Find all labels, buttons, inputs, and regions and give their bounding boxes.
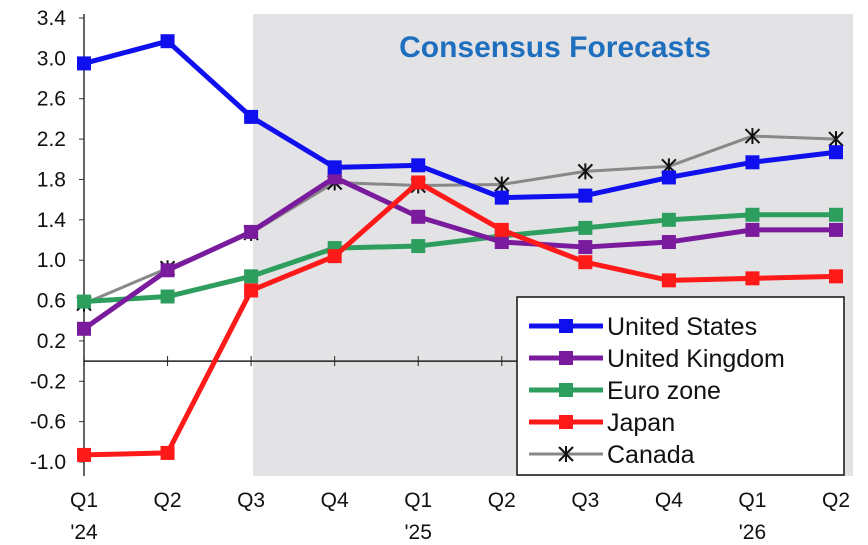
data-point [244,109,259,124]
data-point [578,188,593,203]
legend-label: Euro zone [607,377,721,405]
data-point [77,321,91,336]
x-tick-label: Q1 [738,489,766,512]
x-year-label: '24 [70,521,98,544]
x-tick-label: Q3 [571,489,599,512]
y-tick-label: 1.0 [37,249,66,272]
data-point [244,269,259,284]
data-point [160,263,175,278]
data-point [160,34,175,49]
data-point [829,207,843,222]
legend-item: Canada [529,441,695,469]
data-point [559,319,573,333]
data-point [77,447,91,462]
legend-label: United Kingdom [607,345,785,373]
x-tick-label: Q4 [321,489,349,512]
data-point [578,220,593,235]
legend-item: Euro zone [529,377,721,405]
data-point [494,222,509,237]
data-point [494,190,509,205]
data-point [829,269,843,284]
x-year-label: '26 [739,521,766,544]
y-tick-label: 3.4 [37,7,67,30]
data-point [744,128,761,145]
data-point [160,445,175,460]
data-point [559,351,573,365]
data-point [559,383,573,397]
data-point [661,273,676,288]
series-line [82,174,836,331]
series-united-states [77,34,843,205]
y-tick-label: 2.2 [37,128,66,151]
legend-label: Canada [607,441,695,469]
y-tick-label: 3.0 [37,47,66,70]
data-point [411,239,426,254]
series-line [83,38,837,201]
data-point [559,415,573,429]
data-point [661,212,676,227]
data-point [327,249,342,264]
data-point [244,224,259,239]
x-tick-label: Q2 [488,489,516,512]
y-tick-label: 0.2 [37,330,66,353]
data-point [494,176,510,193]
data-point [411,175,426,190]
y-tick-label: -0.2 [30,370,66,393]
data-point [745,271,760,286]
x-year-label: '25 [405,521,432,544]
data-point [160,289,175,304]
legend-label: United States [607,313,757,341]
data-point [77,56,91,71]
legend-item: United States [529,313,757,341]
series-layer [76,34,844,462]
data-point [577,163,594,180]
x-tick-label: Q4 [655,489,683,512]
data-point [411,158,426,173]
series-line [83,212,836,305]
x-tick-label: Q1 [404,489,432,512]
y-tick-label: 0.6 [37,290,66,313]
data-point [578,240,593,255]
data-point [661,235,676,250]
y-tick-label: 1.8 [37,168,66,191]
data-point [745,155,760,170]
data-point [494,235,509,250]
y-tick-label: -0.6 [30,411,66,434]
legend: United States United Kingdom Euro zone Japa… [516,296,845,476]
x-tick-label: Q1 [70,489,98,512]
x-tick-label: Q2 [154,489,182,512]
x-tick-label: Q2 [822,489,850,512]
data-point [829,222,843,237]
chart-title: Consensus Forecasts [399,31,711,64]
data-point [411,209,426,224]
data-point [661,170,676,185]
data-point [745,207,760,222]
legend-item: Japan [529,409,675,437]
legend-item: United Kingdom [529,345,785,373]
series-line [83,179,837,458]
data-point [244,283,259,298]
x-tick-label: Q3 [237,489,265,512]
data-point [828,131,844,148]
y-axis-ticks: 3.4 3.0 2.6 2.2 1.8 1.4 1.0 0.6 0.2 -0.2 -0.6 -1.0 [30,7,84,474]
y-tick-label: 2.6 [37,88,66,111]
data-point [558,446,574,462]
data-point [578,255,593,270]
data-point [829,145,843,160]
series-euro-zone [77,207,843,309]
y-tick-label: 1.4 [37,209,67,232]
series-japan [77,175,843,462]
y-tick-label: -1.0 [30,451,66,474]
data-point [77,294,91,309]
data-point [327,160,342,175]
data-point [745,222,760,237]
series-united-kingdom [77,170,843,336]
x-axis-ticks: Q1 Q2 Q3 Q4 Q1 Q2 Q3 Q4 Q1 Q2 '24 '25 '26 [70,356,850,544]
legend-label: Japan [607,409,675,437]
